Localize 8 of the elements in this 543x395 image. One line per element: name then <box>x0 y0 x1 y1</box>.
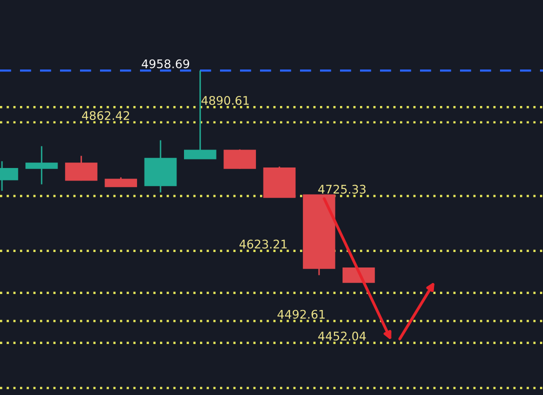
candlestick <box>25 145 58 186</box>
ref-line-label: 4890.61 <box>201 96 249 105</box>
ref-line-label: 4958.69 <box>142 59 190 68</box>
ref-line-label: 4452.04 <box>318 332 366 341</box>
ref-line-label: 4862.42 <box>82 111 130 120</box>
ref-line-label: 4492.61 <box>278 310 325 319</box>
ref-line-label: 4623.21 <box>239 240 287 249</box>
ref-line-label: 4725.33 <box>318 184 366 194</box>
